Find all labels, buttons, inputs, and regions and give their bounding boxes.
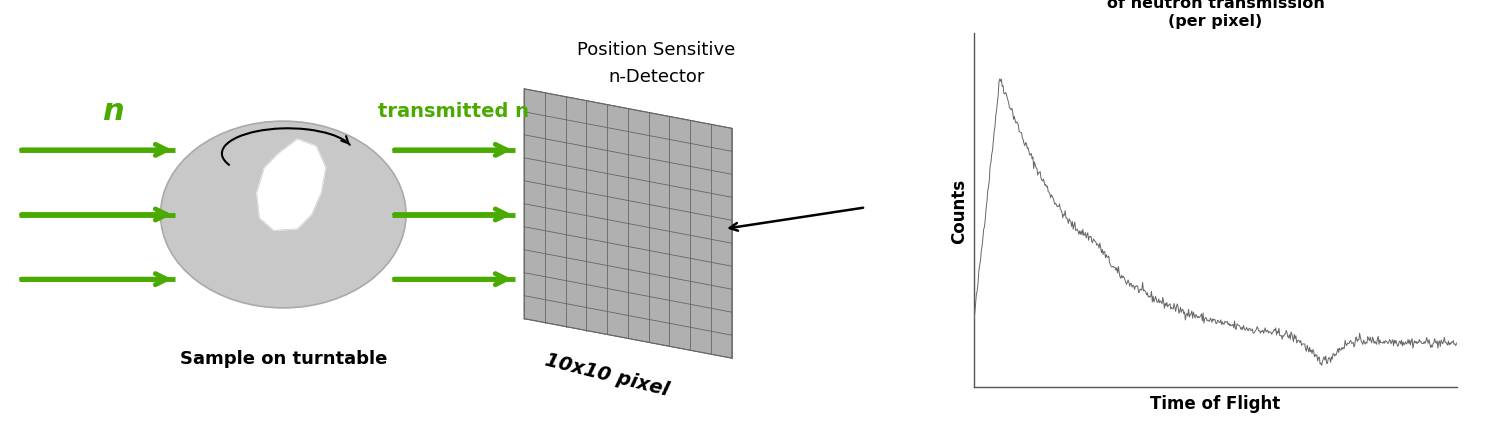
- X-axis label: Time of Flight: Time of Flight: [1151, 394, 1280, 412]
- Text: Position Sensitive: Position Sensitive: [577, 41, 736, 59]
- Polygon shape: [257, 140, 326, 231]
- Title: Time-of-flight spectrum
of neutron transmission
(per pixel): Time-of-flight spectrum of neutron trans…: [1106, 0, 1325, 29]
- Polygon shape: [523, 89, 732, 358]
- Circle shape: [161, 122, 406, 308]
- Text: transmitted n: transmitted n: [378, 101, 529, 120]
- Text: n-Detector: n-Detector: [608, 68, 705, 86]
- Text: Sample on turntable: Sample on turntable: [180, 349, 387, 367]
- Text: 10x10 pixel: 10x10 pixel: [543, 350, 671, 399]
- Text: n: n: [103, 97, 125, 126]
- Y-axis label: Counts: Counts: [950, 178, 968, 243]
